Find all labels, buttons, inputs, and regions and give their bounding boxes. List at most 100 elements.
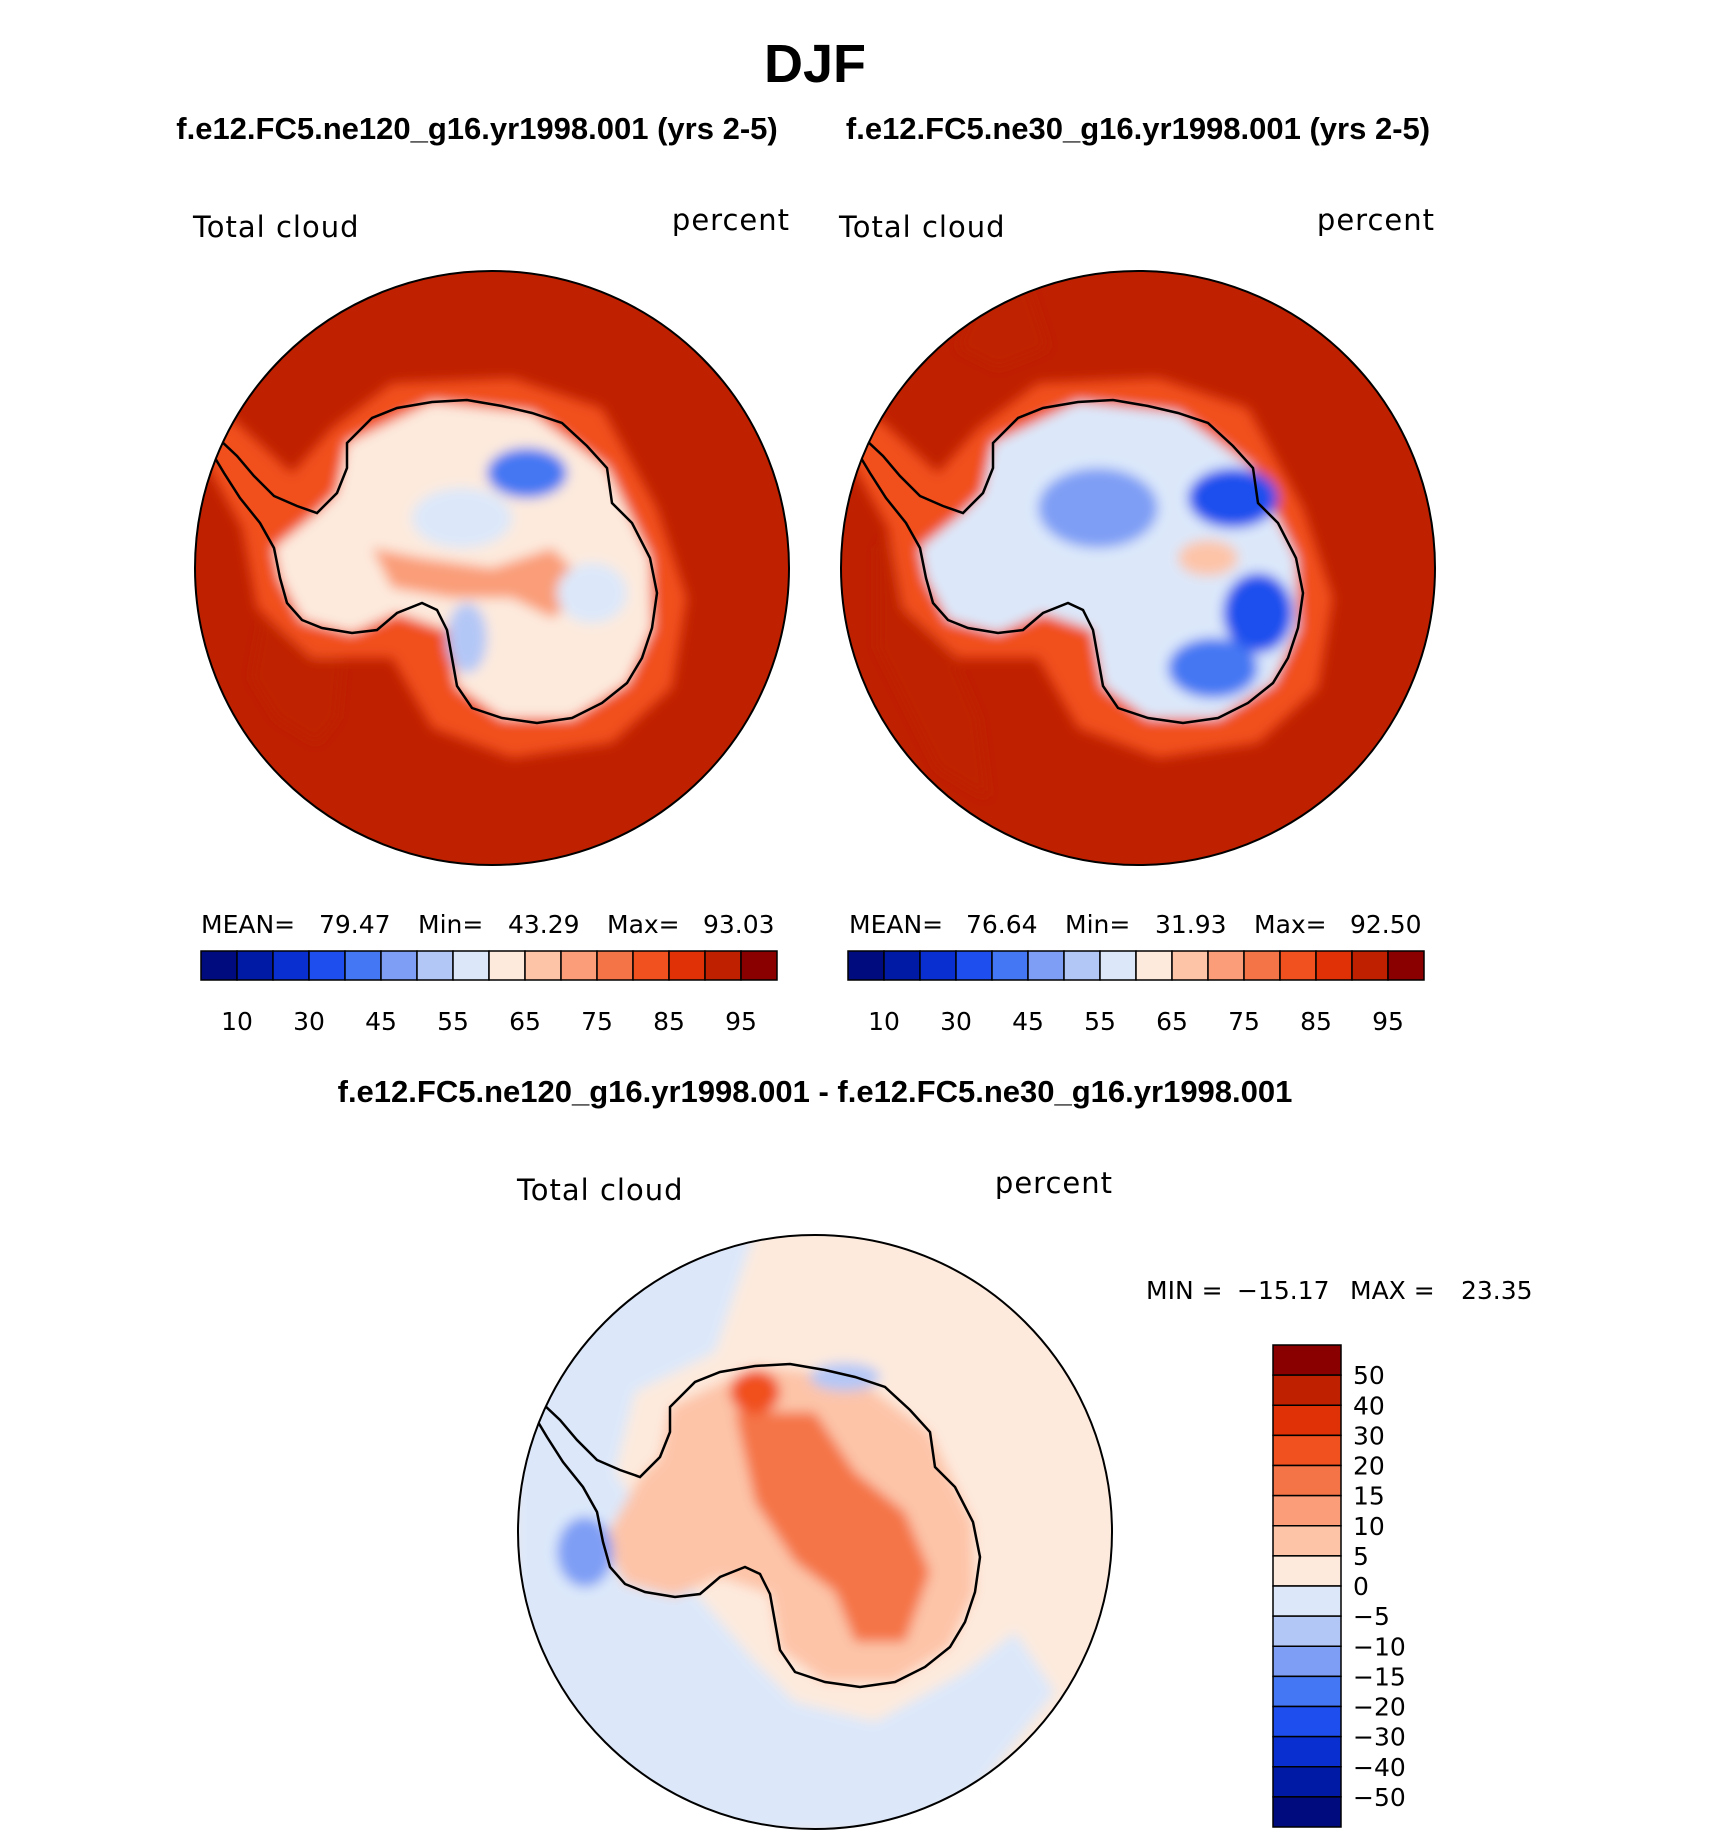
panel-diff-colorbar-box [1272,1434,1342,1467]
panel-ne120-colorbar-tick-label: 85 [653,1007,685,1036]
panel-diff-colorbar-tick-label: −15 [1353,1662,1406,1691]
panel-ne30-mean-value: 76.64 [966,910,1038,939]
panel-ne120-stats: MEAN= 79.47 Min= 43.29 Max= 93.03 [201,910,775,939]
panel-diff-max-label: MAX = [1350,1276,1435,1305]
panel-ne120-colorbar-tick-label: 55 [437,1007,469,1036]
panel-diff-case-title: f.e12.FC5.ne120_g16.yr1998.001 - f.e12.F… [338,1074,1293,1109]
panel-ne30-colorbar-box [847,950,885,981]
page-title: DJF [764,34,866,94]
panel-diff-colorbar-box [1272,1766,1342,1798]
panel-diff-colorbar-box [1272,1796,1342,1828]
panel-ne120-map-frame [194,270,790,866]
panel-ne120-interior-band [372,548,592,618]
panel-ne30-colorbar-box [1387,950,1425,981]
panel-ne30-colorbar-tick-label: 10 [868,1007,900,1036]
panel-ne120-colorbar-box [308,950,346,981]
panel-ne120-max-value: 93.03 [703,910,775,939]
panel-ne30-colorbar-box [1171,950,1209,981]
panel-diff-colorbar-box [1272,1374,1342,1406]
panel-ne120-max-label: Max= [607,910,680,939]
panel-diff-colorbar-tick-label: 20 [1353,1452,1385,1481]
panel-ne120-colorbar-box [488,950,526,981]
panel-ne120-colorbar-tick-label: 45 [365,1007,397,1036]
panel-ne30-colorbar-box [991,950,1029,981]
panel-ne30-mean-label: MEAN= [849,910,943,939]
panel-diff-colorbar-box [1272,1525,1342,1557]
panel-ne30-map [841,271,1435,865]
panel-ne30-colorbar-box [1135,950,1173,981]
panel-diff-colorbar-box [1272,1615,1342,1647]
panel-ne30-colorbar-box [1315,950,1353,981]
panel-ne120-colorbar-box [668,950,706,981]
panel-ne120: f.e12.FC5.ne120_g16.yr1998.001 (yrs 2-5)… [176,111,790,1036]
panel-ne30-colorbar-box [919,950,957,981]
panel-ne120-colorbar-tick-label: 30 [293,1007,325,1036]
panel-ne120-colorbar-tick-label: 10 [221,1007,253,1036]
panel-diff-units-label: percent [995,1166,1113,1200]
panel-ne30-colorbar-tick-label: 95 [1372,1007,1404,1036]
panel-ne120-low-region-2 [447,603,487,673]
panel-diff-min-region [557,1517,613,1587]
panel-diff-colorbar-tick-label: −50 [1353,1783,1406,1812]
panel-ne30-colorbar-box [1351,950,1389,981]
panel-ne120-colorbar-box [596,950,634,981]
panel-ne30-units-label: percent [1317,203,1435,237]
panel-ne120-min-value: 43.29 [508,910,580,939]
panel-diff-map [518,1235,1112,1829]
panel-ne120-colorbar-tick-label: 95 [725,1007,757,1036]
panel-diff-negative-region [518,1235,1055,1829]
panel-ne30-min-value: 31.93 [1155,910,1227,939]
panel-diff-colorbar-box [1272,1585,1342,1617]
panel-ne120-colorbar-box [560,950,598,981]
panel-diff-colorbar-tick-label: 30 [1353,1421,1385,1450]
panel-ne120-colorbar-tick-label: 75 [581,1007,613,1036]
panel-diff-colorbar-box [1272,1675,1342,1708]
panel-diff-min-label: MIN = [1146,1276,1223,1305]
panel-ne120-colorbar-box [200,950,238,981]
panel-diff-colorbar-box [1272,1705,1342,1738]
panel-ne30-case-title: f.e12.FC5.ne30_g16.yr1998.001 (yrs 2-5) [846,111,1430,146]
panel-ne30-min-region [1038,468,1158,548]
panel-ne120-case-title: f.e12.FC5.ne120_g16.yr1998.001 (yrs 2-5) [176,111,777,146]
panel-ne120-colorbar-box [236,950,274,981]
panel-ne30-colorbar-box [1027,950,1065,981]
panel-ne120-units-label: percent [672,203,790,237]
panel-ne30-colorbar-box [955,950,993,981]
panel-ne30-min-region-2 [1188,468,1278,528]
panel-ne120-colorbar-box [272,950,310,981]
panel-diff-colorbar-box [1272,1645,1342,1678]
panel-ne120-colorbar-box [380,950,418,981]
panel-ne120-colorbar-tick-label: 65 [509,1007,541,1036]
panel-diff-colorbar-box [1272,1494,1342,1527]
panel-diff-colorbar-tick-label: −20 [1353,1693,1406,1722]
panel-ne120-colorbar-box [416,950,454,981]
panel-diff-colorbar-tick-label: 0 [1353,1572,1369,1601]
panel-ne120-map [195,271,789,865]
panel-ne30-colorbar-tick-label: 55 [1084,1007,1116,1036]
panel-ne30-colorbar-tick-label: 30 [940,1007,972,1036]
panel-diff-colorbar-tick-label: 40 [1353,1391,1385,1420]
panel-ne30-max-label: Max= [1254,910,1327,939]
panel-diff-colorbar-tick-label: −30 [1353,1723,1406,1752]
panel-ne120-colorbar-box [524,950,562,981]
panel-diff: f.e12.FC5.ne120_g16.yr1998.001 - f.e12.F… [338,1074,1533,1830]
panel-ne120-mean-label: MEAN= [201,910,295,939]
panel-diff-max-region [735,1412,930,1642]
panel-diff-negative-region-2 [810,1363,880,1391]
panel-ne120-min-region [487,448,567,498]
panel-diff-colorbar-tick-label: 10 [1353,1512,1385,1541]
panel-ne30-min-region-3 [1223,573,1293,653]
panel-ne120-mean-value: 79.47 [319,910,391,939]
panel-ne120-low-region-3 [557,563,627,623]
panel-ne30-colorbar-box [883,950,921,981]
panel-ne30-colorbar-box [1279,950,1317,981]
panel-diff-colorbar-box [1272,1344,1342,1376]
panel-ne120-colorbar-box [344,950,382,981]
panel-diff-min-value: −15.17 [1237,1276,1330,1305]
panel-diff-colorbar-tick-label: −10 [1353,1632,1406,1661]
panel-diff-colorbar-tick-label: 5 [1353,1542,1369,1571]
panel-diff-map-frame [517,1234,1113,1830]
panel-diff-max-region-2 [730,1370,780,1414]
panel-ne120-colorbar: 10 30 45 55 65 75 85 95 [200,950,778,1036]
